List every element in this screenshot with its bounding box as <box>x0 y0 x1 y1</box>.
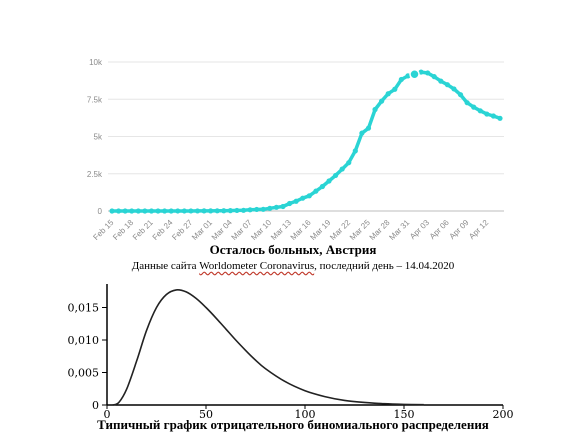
bottom-series <box>112 289 424 406</box>
top-y-tick-label: 5k <box>94 133 103 142</box>
top-data-point <box>306 193 312 199</box>
top-data-point <box>319 183 326 190</box>
top-data-point <box>352 148 358 154</box>
top-data-point <box>405 73 411 79</box>
top-data-point <box>267 205 273 211</box>
top-data-point <box>194 208 201 214</box>
top-data-point <box>385 91 391 97</box>
top-data-point <box>359 130 365 136</box>
top-data-point <box>175 208 181 214</box>
bottom-y-tick-label: 0,015 <box>68 302 100 315</box>
subtitle-suffix: , последний день – 14.04.2020 <box>314 260 455 272</box>
top-data-point <box>484 111 490 117</box>
bottom-chart-title: Типичный график отрицательного биномиаль… <box>97 417 489 432</box>
subtitle-source: Worldometer Coronavirus <box>199 260 315 272</box>
top-data-point <box>129 208 135 214</box>
bottom-x-tick-label: 200 <box>493 408 514 421</box>
top-data-point <box>490 113 497 119</box>
bottom-y-tick-label: 0,010 <box>68 334 100 347</box>
top-data-point <box>273 204 280 210</box>
top-data-point <box>339 166 345 172</box>
top-data-point <box>326 178 332 184</box>
bottom-x-axis: 0 50 100 150 200 <box>104 405 514 421</box>
top-data-point <box>418 69 424 75</box>
top-grid <box>108 61 504 212</box>
bottom-series-curve <box>112 289 424 406</box>
top-data-point <box>234 207 240 214</box>
bottom-y-tick-label: 0,005 <box>68 367 100 380</box>
top-data-point <box>260 206 266 212</box>
top-data-point <box>497 115 503 121</box>
bottom-x-tick-label: 100 <box>295 408 316 421</box>
bottom-y-tick-label: 0 <box>92 399 99 412</box>
top-data-point <box>300 195 306 201</box>
subtitle-prefix: Данные сайта <box>131 260 197 272</box>
top-data-point <box>392 86 398 92</box>
top-data-point <box>293 198 299 204</box>
top-data-point <box>346 160 352 166</box>
top-data-point <box>148 208 155 214</box>
top-data-point <box>135 208 141 214</box>
top-data-point <box>109 208 115 214</box>
top-data-point <box>142 208 148 214</box>
top-data-point <box>379 98 385 104</box>
top-data-point <box>398 76 404 83</box>
top-y-tick-label: 10k <box>89 58 103 67</box>
top-data-point <box>438 78 444 84</box>
top-data-point <box>188 208 194 214</box>
bottom-x-tick-label: 150 <box>394 408 415 421</box>
top-data-point <box>286 200 293 207</box>
top-data-point <box>201 208 207 214</box>
top-data-point <box>280 203 286 210</box>
bottom-axes <box>106 284 503 406</box>
top-data-point <box>464 100 470 106</box>
top-data-point <box>155 208 161 214</box>
top-chart-subtitle: Данные сайта Worldometer Coronavirus, по… <box>0 260 586 272</box>
top-data-point <box>477 108 483 114</box>
top-data-point <box>313 188 319 194</box>
top-data-point <box>372 106 378 113</box>
top-y-axis: 0 2.5k 5k 7.5k 10k <box>87 58 103 216</box>
top-series <box>109 68 503 214</box>
bottom-y-axis: 0 0,005 0,010 0,015 <box>68 302 107 412</box>
top-data-point <box>471 104 477 110</box>
bottom-x-tick-label: 50 <box>199 408 213 421</box>
top-data-point <box>254 206 260 213</box>
top-data-point <box>457 92 464 98</box>
top-data-point <box>115 208 122 214</box>
top-data-point <box>425 70 431 76</box>
bottom-x-tick-label: 0 <box>104 408 111 421</box>
top-data-point <box>451 86 457 92</box>
top-data-point <box>162 208 168 214</box>
top-data-point <box>365 125 372 131</box>
top-data-point <box>181 208 187 214</box>
top-chart-title: Осталось больных, Австрия <box>209 242 377 257</box>
top-data-point <box>168 208 174 214</box>
top-data-point <box>332 172 339 179</box>
top-data-point <box>214 208 220 214</box>
top-data-point <box>221 208 227 214</box>
top-y-tick-label: 0 <box>98 207 103 216</box>
top-data-point <box>444 82 450 88</box>
top-y-tick-label: 7.5k <box>87 95 103 104</box>
top-data-point <box>122 208 128 214</box>
top-data-point <box>240 207 247 213</box>
top-y-tick-label: 2.5k <box>87 170 103 179</box>
top-data-point <box>431 74 437 80</box>
top-highlight-point <box>409 68 420 80</box>
top-data-point <box>247 207 253 213</box>
top-data-point <box>208 208 214 214</box>
top-data-point <box>227 208 233 214</box>
